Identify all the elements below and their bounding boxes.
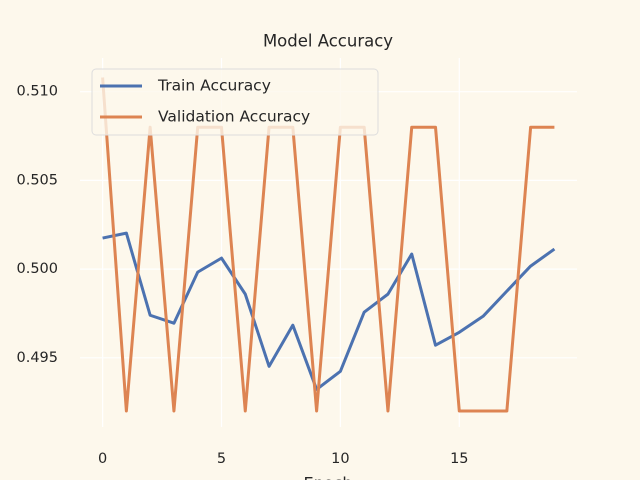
legend-label: Validation Accuracy (158, 108, 310, 126)
x-tick-label: 0 (98, 451, 107, 467)
y-tick-label: 0.500 (16, 261, 58, 277)
chart-title: Model Accuracy (263, 32, 393, 51)
y-tick-label: 0.505 (16, 172, 58, 188)
x-tick-label: 15 (450, 451, 468, 467)
x-tick-label: 10 (331, 451, 349, 467)
line-series (101, 77, 555, 413)
line-series (102, 231, 556, 391)
x-tick-label: 5 (217, 451, 226, 467)
legend-label: Train Accuracy (157, 77, 271, 95)
y-tick-label: 0.495 (16, 350, 58, 366)
legend-box (91, 68, 379, 136)
y-tick-label: 0.510 (16, 84, 58, 100)
x-axis-label: Epoch (304, 474, 353, 480)
